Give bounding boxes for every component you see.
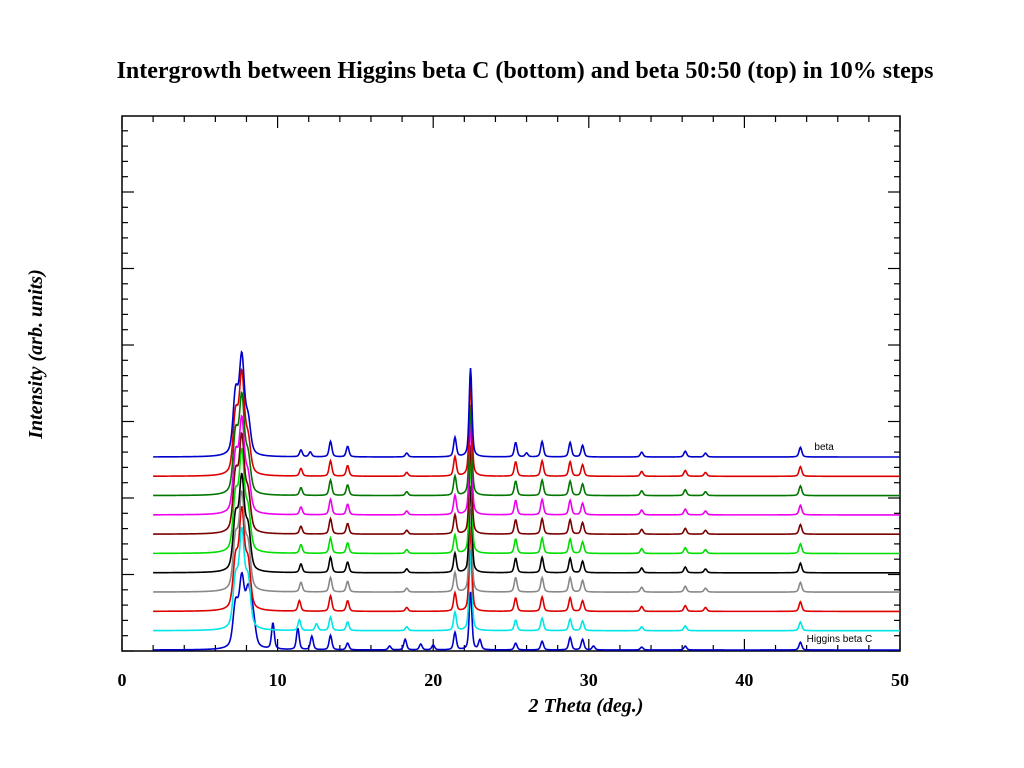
series-line xyxy=(153,490,900,593)
series-line xyxy=(153,472,900,574)
series-line xyxy=(153,447,900,555)
series-line xyxy=(153,505,900,613)
x-axis-label: 2 Theta (deg.) xyxy=(528,695,644,717)
series-line xyxy=(153,571,900,651)
x-tick-labels: 0 10 20 30 40 50 xyxy=(118,670,910,690)
annotation-beta: beta xyxy=(814,442,834,453)
plot-frame xyxy=(121,115,901,652)
y-axis-label: Intensity (arb. units) xyxy=(25,269,47,439)
x-tick-label: 20 xyxy=(424,670,442,690)
series-line xyxy=(153,350,900,458)
x-tick-label: 50 xyxy=(891,670,909,690)
x-tick-label: 10 xyxy=(269,670,287,690)
series-line xyxy=(153,390,900,497)
series-line xyxy=(153,414,900,516)
chart-title: Intergrowth between Higgins beta C (bott… xyxy=(117,58,934,84)
x-tick-label: 40 xyxy=(735,670,753,690)
series-group xyxy=(153,350,900,651)
series-line xyxy=(153,367,900,478)
series-line xyxy=(153,526,900,632)
annotation-higgins-beta-c: Higgins beta C xyxy=(807,634,873,645)
axis-ticks xyxy=(121,116,901,652)
x-tick-label: 0 xyxy=(118,670,127,690)
x-tick-label: 30 xyxy=(580,670,598,690)
series-line xyxy=(153,431,900,535)
